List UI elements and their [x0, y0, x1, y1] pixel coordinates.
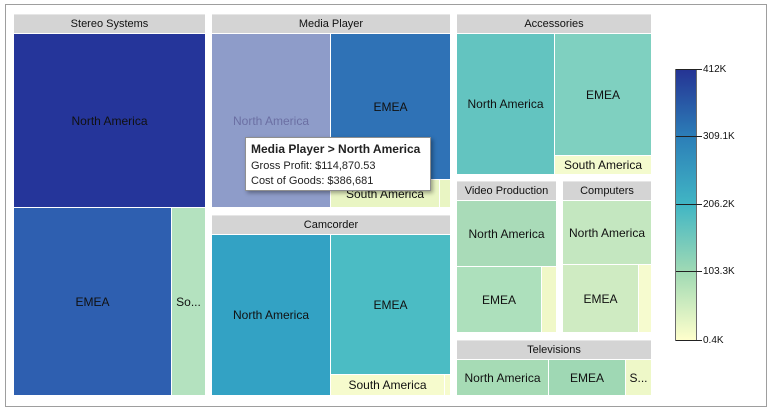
group-header-media-player: Media Player [212, 14, 450, 33]
tooltip-cost-of-goods: Cost of Goods: $386,681 [251, 175, 374, 187]
tile-accessories-north-america[interactable]: North America [457, 34, 554, 174]
tile-stereo-systems-south-america[interactable]: So... [172, 208, 205, 395]
legend-label: 103.3K [703, 266, 735, 277]
tile-video-production-emea[interactable]: EMEA [457, 267, 541, 332]
legend-label-max: 412K [703, 64, 727, 75]
tile-stereo-systems-emea[interactable]: EMEA [14, 208, 171, 395]
tooltip-gross-profit: Gross Profit: $114,870.53 [251, 160, 376, 172]
tile-camcorder-north-america[interactable]: North America [212, 235, 330, 395]
tile-media-player-small[interactable] [440, 180, 450, 207]
legend-tick [676, 204, 702, 205]
tile-accessories-south-america[interactable]: South America [555, 156, 651, 174]
group-header-accessories: Accessories [457, 14, 651, 33]
tile-accessories-emea[interactable]: EMEA [555, 34, 651, 155]
group-header-camcorder: Camcorder [212, 215, 450, 234]
legend-label-min: 0.4K [703, 335, 724, 346]
legend-tick [676, 136, 702, 137]
tile-televisions-south-america[interactable]: S... [626, 360, 651, 395]
tile-televisions-north-america[interactable]: North America [457, 360, 548, 395]
tile-televisions-emea[interactable]: EMEA [549, 360, 625, 395]
tooltip-title: Media Player > North America [251, 142, 421, 156]
color-legend-bar [675, 69, 697, 341]
legend-label: 206.2K [703, 199, 735, 210]
tile-camcorder-small[interactable] [445, 375, 450, 395]
tile-computers-small[interactable] [639, 265, 651, 332]
tile-stereo-systems-north-america[interactable]: North America [14, 34, 205, 207]
legend-tick [676, 340, 702, 341]
hover-tooltip: Media Player > North America Gross Profi… [245, 137, 431, 191]
group-header-computers: Computers [563, 181, 651, 200]
tile-computers-north-america[interactable]: North America [563, 201, 651, 264]
tile-video-production-north-america[interactable]: North America [457, 201, 556, 266]
tile-camcorder-emea[interactable]: EMEA [331, 235, 450, 374]
tile-video-production-small[interactable] [542, 267, 556, 332]
legend-tick [676, 271, 702, 272]
group-header-stereo-systems: Stereo Systems [14, 14, 205, 33]
legend-label: 309.1K [703, 131, 735, 142]
group-header-televisions: Televisions [457, 340, 651, 359]
group-header-video-production: Video Production [457, 181, 556, 200]
tile-camcorder-south-america[interactable]: South America [331, 375, 444, 395]
tile-computers-emea[interactable]: EMEA [563, 265, 638, 332]
legend-tick [676, 69, 702, 70]
